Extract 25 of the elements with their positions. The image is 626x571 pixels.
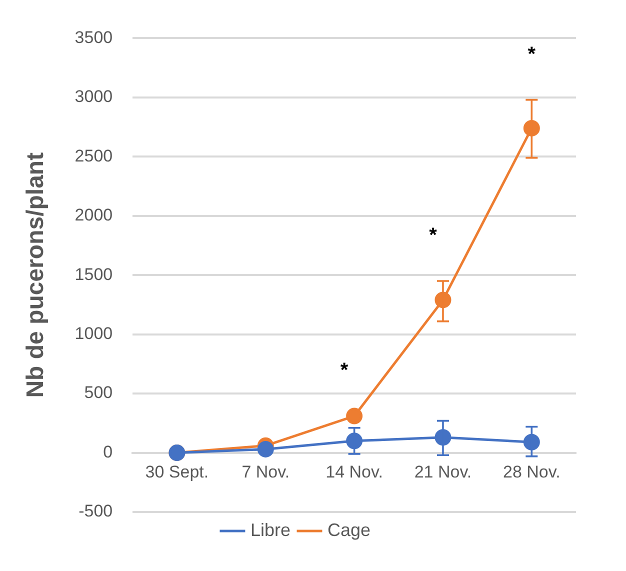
legend-label: Libre — [250, 520, 291, 540]
y-tick-label: 3500 — [74, 28, 113, 47]
x-tick-label: 7 Nov. — [242, 462, 290, 482]
y-tick-label: 500 — [84, 383, 113, 402]
y-tick-label: 2500 — [74, 146, 113, 166]
point — [346, 432, 363, 450]
y-tick-label: 1000 — [74, 324, 113, 344]
annotation: * — [429, 224, 438, 247]
annotation: * — [340, 360, 348, 382]
point — [257, 440, 274, 458]
annotation: * — [528, 43, 536, 66]
y-tick-label: -500 — [78, 502, 113, 521]
legend-label: Cage — [327, 520, 371, 540]
y-tick-label: 1500 — [74, 264, 113, 284]
x-tick-label: 28 Nov. — [503, 462, 560, 482]
y-axis-title: Nb de pucerons/plant — [22, 152, 50, 398]
y-tick-label: 3000 — [74, 87, 113, 106]
point — [346, 408, 363, 424]
x-tick-label: 21 Nov. — [414, 462, 472, 482]
y-tick-label: 0 — [103, 442, 113, 462]
x-tick-label: 14 Nov. — [326, 462, 383, 482]
y-tick-label: 2000 — [74, 206, 113, 225]
point — [523, 434, 540, 450]
x-tick-label: 30 Sept. — [145, 462, 209, 482]
point — [523, 120, 540, 136]
